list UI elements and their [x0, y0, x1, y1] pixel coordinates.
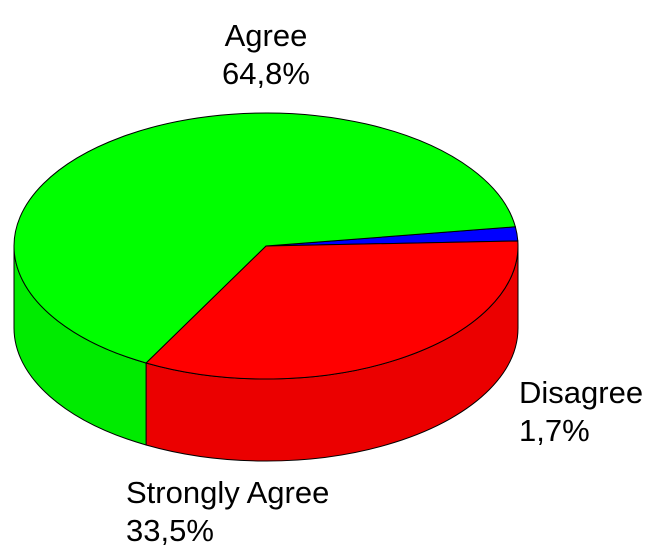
- label-disagree: Disagree 1,7%: [519, 374, 643, 450]
- pie-slice-strongly-agree: [145, 240, 519, 380]
- label-disagree-name: Disagree: [519, 375, 644, 410]
- label-strongly-agree-value: 33,5%: [126, 513, 214, 548]
- label-strongly-agree: Strongly Agree 33,5%: [126, 474, 329, 550]
- label-agree-name: Agree: [224, 18, 308, 53]
- label-strongly-agree-name: Strongly Agree: [126, 475, 330, 510]
- pie-slice-agree: [13, 112, 517, 364]
- label-disagree-value: 1,7%: [519, 413, 590, 448]
- label-agree: Agree 64,8%: [206, 17, 326, 93]
- label-agree-value: 64,8%: [222, 56, 310, 91]
